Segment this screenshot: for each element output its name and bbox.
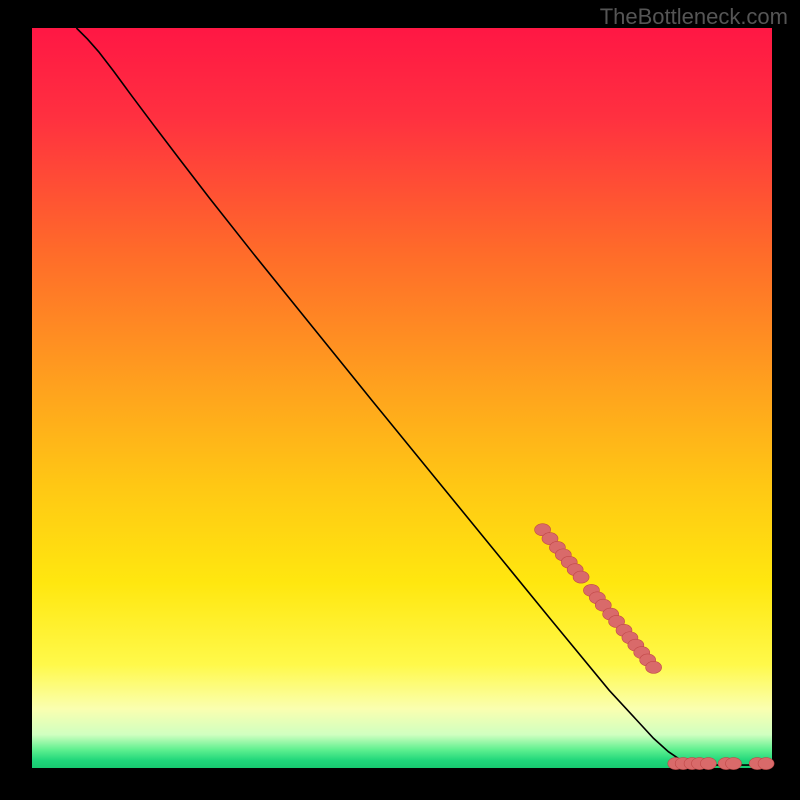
chart-svg — [0, 0, 800, 800]
data-marker — [573, 571, 589, 583]
data-marker — [758, 758, 774, 770]
watermark-text: TheBottleneck.com — [600, 4, 788, 30]
chart-container: TheBottleneck.com — [0, 0, 800, 800]
gradient-background — [32, 28, 772, 768]
data-marker — [646, 661, 662, 673]
data-marker — [700, 758, 716, 770]
data-marker — [726, 758, 742, 770]
